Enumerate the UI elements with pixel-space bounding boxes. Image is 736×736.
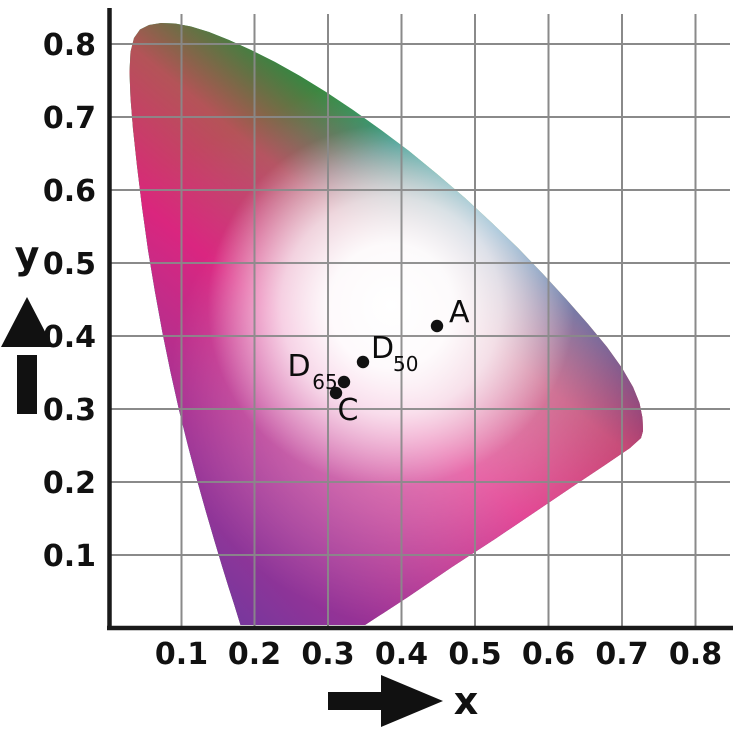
y-axis-label-group: y: [1, 233, 53, 414]
y-tick-label: 0.8: [43, 28, 96, 63]
x-tick-label: 0.4: [375, 637, 428, 672]
x-axis-label-group: x: [328, 675, 478, 727]
arrow-up-icon: [1, 297, 53, 414]
illuminant-point-d50[interactable]: [356, 355, 370, 369]
x-axis-label: x: [454, 679, 479, 723]
illuminant-label-d65: D: [287, 349, 310, 384]
x-tick-labels: 0.1 0.2 0.3 0.4 0.5 0.6 0.7 0.8: [155, 637, 722, 672]
x-tick-label: 0.6: [522, 637, 575, 672]
x-tick-label: 0.7: [595, 637, 648, 672]
y-tick-label: 0.4: [43, 320, 96, 355]
gridlines-overlay: [108, 14, 730, 628]
x-tick-label: 0.2: [228, 637, 281, 672]
illuminant-points: A D 50 D 65 C: [287, 295, 470, 428]
illuminant-point-a[interactable]: [430, 319, 444, 333]
axis-lines: [107, 8, 733, 631]
illuminant-point-d65[interactable]: [337, 375, 351, 389]
illuminant-label-a: A: [449, 295, 470, 330]
illuminant-label-c: C: [338, 393, 359, 428]
illuminant-point-c[interactable]: [329, 386, 343, 400]
y-tick-label: 0.5: [43, 247, 96, 282]
x-tick-label: 0.8: [669, 637, 722, 672]
arrow-right-icon: [328, 675, 443, 727]
x-tick-label: 0.1: [155, 637, 208, 672]
illuminant-label-d50: D: [371, 331, 394, 366]
y-tick-label: 0.1: [43, 539, 96, 574]
x-tick-label: 0.5: [448, 637, 501, 672]
y-axis-label: y: [15, 233, 40, 277]
y-tick-label: 0.3: [43, 393, 96, 428]
y-tick-label: 0.6: [43, 174, 96, 209]
y-tick-labels: 0.1 0.2 0.3 0.4 0.5 0.6 0.7 0.8: [43, 28, 96, 574]
x-tick-label: 0.3: [301, 637, 354, 672]
y-tick-label: 0.7: [43, 101, 96, 136]
illuminant-sublabel-d50: 50: [393, 352, 418, 376]
y-tick-label: 0.2: [43, 466, 96, 501]
